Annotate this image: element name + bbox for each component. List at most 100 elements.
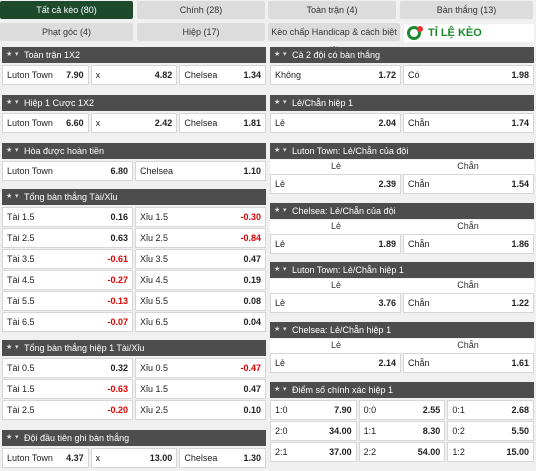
selection-label: Chelsea	[184, 118, 218, 128]
tab[interactable]: Tất cả kèo (80)	[0, 1, 133, 19]
odds-cell[interactable]: x 13.00	[90, 448, 178, 468]
selection-label: Xỉu 5.5	[140, 296, 169, 306]
odds-cell[interactable]: Tài 6.5 -0.07	[2, 312, 133, 332]
odds-cell[interactable]: 2:0 34.00	[270, 421, 357, 441]
tab[interactable]: Hiệp (17)	[137, 23, 265, 41]
odds-value: -0.61	[107, 254, 128, 264]
section-header[interactable]: Luton Town: Lẻ/Chẵn hiệp 1	[270, 262, 534, 278]
odds-value: -0.47	[240, 363, 261, 373]
odds-cell[interactable]: Lẻ 2.39	[270, 174, 401, 194]
odds-value: 54.00	[417, 447, 441, 457]
odds-value: 3.76	[378, 298, 396, 308]
odds-value: -0.27	[107, 275, 128, 285]
selection-label: Xỉu 0.5	[140, 363, 169, 373]
odds-cell[interactable]: Lẻ 2.04	[270, 113, 401, 133]
odds-cell[interactable]: Xỉu 3.5 0.47	[135, 249, 266, 269]
odds-cell[interactable]: Chelsea 1.10	[135, 161, 266, 181]
odds-cell[interactable]: Luton Town 4.37	[2, 448, 89, 468]
odds-cell[interactable]: Tài 1.5 0.16	[2, 207, 133, 227]
odds-value: 2.42	[154, 118, 173, 128]
odds-cell[interactable]: 2:2 54.00	[358, 442, 446, 462]
odds-cell[interactable]: Tài 2.5 0.63	[2, 228, 133, 248]
selection-label: Chelsea	[184, 453, 218, 463]
odds-cell[interactable]: Chelsea 1.81	[179, 113, 266, 133]
odds-cell[interactable]: Chẵn 1.74	[403, 113, 534, 133]
odds-cell[interactable]: Chẵn 1.54	[403, 174, 534, 194]
section-header[interactable]: Toàn trận 1X2	[2, 47, 266, 63]
odds-value: 0.08	[243, 296, 261, 306]
odds-cell[interactable]: Luton Town 6.60	[2, 113, 89, 133]
selection-label: x	[95, 70, 101, 80]
odds-cell[interactable]: 1:2 15.00	[447, 442, 534, 462]
odds-cell[interactable]: 0:1 2.68	[447, 400, 534, 420]
odds-cell[interactable]: 0:2 5.50	[447, 421, 534, 441]
odds-cell[interactable]: Xỉu 4.5 0.19	[135, 270, 266, 290]
odds-cell[interactable]: Chẵn 1.86	[403, 234, 534, 254]
odds-cell[interactable]: Tài 4.5 -0.27	[2, 270, 133, 290]
odds-cell[interactable]: Xỉu 2.5 -0.84	[135, 228, 266, 248]
odds-cell[interactable]: Xỉu 1.5 0.47	[135, 379, 266, 399]
section-header[interactable]: Luton Town: Lẻ/Chẵn của đội	[270, 143, 534, 159]
odds-cell[interactable]: x 2.42	[90, 113, 178, 133]
odds-cell[interactable]: Tài 1.5 -0.63	[2, 379, 133, 399]
odds-cell[interactable]: Chẵn 1.22	[403, 293, 534, 313]
odds-value: 37.00	[329, 447, 352, 457]
tab[interactable]: Bàn thắng (13)	[400, 1, 533, 19]
column-header: Lẻ	[270, 220, 402, 234]
odds-value: -0.84	[240, 233, 261, 243]
odds-cell[interactable]: Xỉu 2.5 0.10	[135, 400, 266, 420]
section-header[interactable]: Tổng bàn thắng Tài/Xỉu	[2, 189, 266, 205]
section-header[interactable]: Lẻ/Chẵn hiệp 1	[270, 95, 534, 111]
odds-cell[interactable]: Lẻ 3.76	[270, 293, 401, 313]
odds-value: 1.89	[378, 239, 396, 249]
tab[interactable]: Phạt góc (4)	[0, 23, 133, 41]
odds-cell[interactable]: 1:1 8.30	[358, 421, 446, 441]
section-header[interactable]: Chelsea: Lẻ/Chẵn của đội	[270, 203, 534, 219]
selection-label: 0:0	[363, 405, 377, 415]
odds-cell[interactable]: Xỉu 6.5 0.04	[135, 312, 266, 332]
odds-cell[interactable]: Lẻ 2.14	[270, 353, 401, 373]
odds-value: -0.13	[107, 296, 128, 306]
odds-cell[interactable]: 0:0 2.55	[358, 400, 446, 420]
selection-label: Chẵn	[408, 239, 430, 249]
selection-label: Không	[275, 70, 302, 80]
section-header[interactable]: Hòa được hoàn tiền	[2, 143, 266, 159]
odds-cell[interactable]: Luton Town 7.90	[2, 65, 89, 85]
odds-cell[interactable]: Xỉu 1.5 -0.30	[135, 207, 266, 227]
odds-cell[interactable]: Tài 3.5 -0.61	[2, 249, 133, 269]
odds-cell[interactable]: Tài 0.5 0.32	[2, 358, 133, 378]
section-header[interactable]: Điểm số chính xác hiệp 1	[270, 382, 534, 398]
odds-cell[interactable]: Lẻ 1.89	[270, 234, 401, 254]
selection-label: Có	[408, 70, 420, 80]
odds-cell[interactable]: Luton Town 6.80	[2, 161, 133, 181]
odds-cell[interactable]: Không 1.72	[270, 65, 401, 85]
section-header[interactable]: Tổng bàn thắng hiệp 1 Tài/Xỉu	[2, 340, 266, 356]
odds-cell[interactable]: Chẵn 1.61	[403, 353, 534, 373]
odds-cell[interactable]: Xỉu 5.5 0.08	[135, 291, 266, 311]
tab[interactable]: Kèo chấp Handicap & cách biệt (2)	[268, 23, 400, 55]
selection-label: Xỉu 4.5	[140, 275, 169, 285]
tab[interactable]: Toàn trận (4)	[268, 1, 396, 19]
odds-cell[interactable]: Tài 2.5 -0.20	[2, 400, 133, 420]
odds-value: 1.61	[511, 358, 529, 368]
odds-cell[interactable]: Có 1.98	[403, 65, 534, 85]
odds-cell[interactable]: Tài 5.5 -0.13	[2, 291, 133, 311]
odds-value: 4.82	[154, 70, 173, 80]
section-header[interactable]: Cả 2 đội có bàn thắng	[270, 47, 534, 63]
odds-value: 7.90	[334, 405, 352, 415]
odds-cell[interactable]: 1:0 7.90	[270, 400, 357, 420]
odds-value: 0.04	[243, 317, 261, 327]
selection-label: Chelsea	[140, 166, 174, 176]
section-header[interactable]: Chelsea: Lẻ/Chẵn hiệp 1	[270, 322, 534, 338]
section-header[interactable]: Hiệp 1 Cược 1X2	[2, 95, 266, 111]
odds-cell[interactable]: x 4.82	[90, 65, 178, 85]
section-header[interactable]: Đội đầu tiên ghi bàn thắng	[2, 430, 266, 446]
selection-label: 1:0	[275, 405, 288, 415]
odds-cell[interactable]: Xỉu 0.5 -0.47	[135, 358, 266, 378]
odds-cell[interactable]: 2:1 37.00	[270, 442, 357, 462]
odds-cell[interactable]: Chelsea 1.34	[179, 65, 266, 85]
odds-cell[interactable]: Chelsea 1.30	[179, 448, 266, 468]
odds-value: 6.80	[110, 166, 128, 176]
tab[interactable]: Chính (28)	[137, 1, 265, 19]
selection-label: Lẻ	[275, 298, 286, 308]
